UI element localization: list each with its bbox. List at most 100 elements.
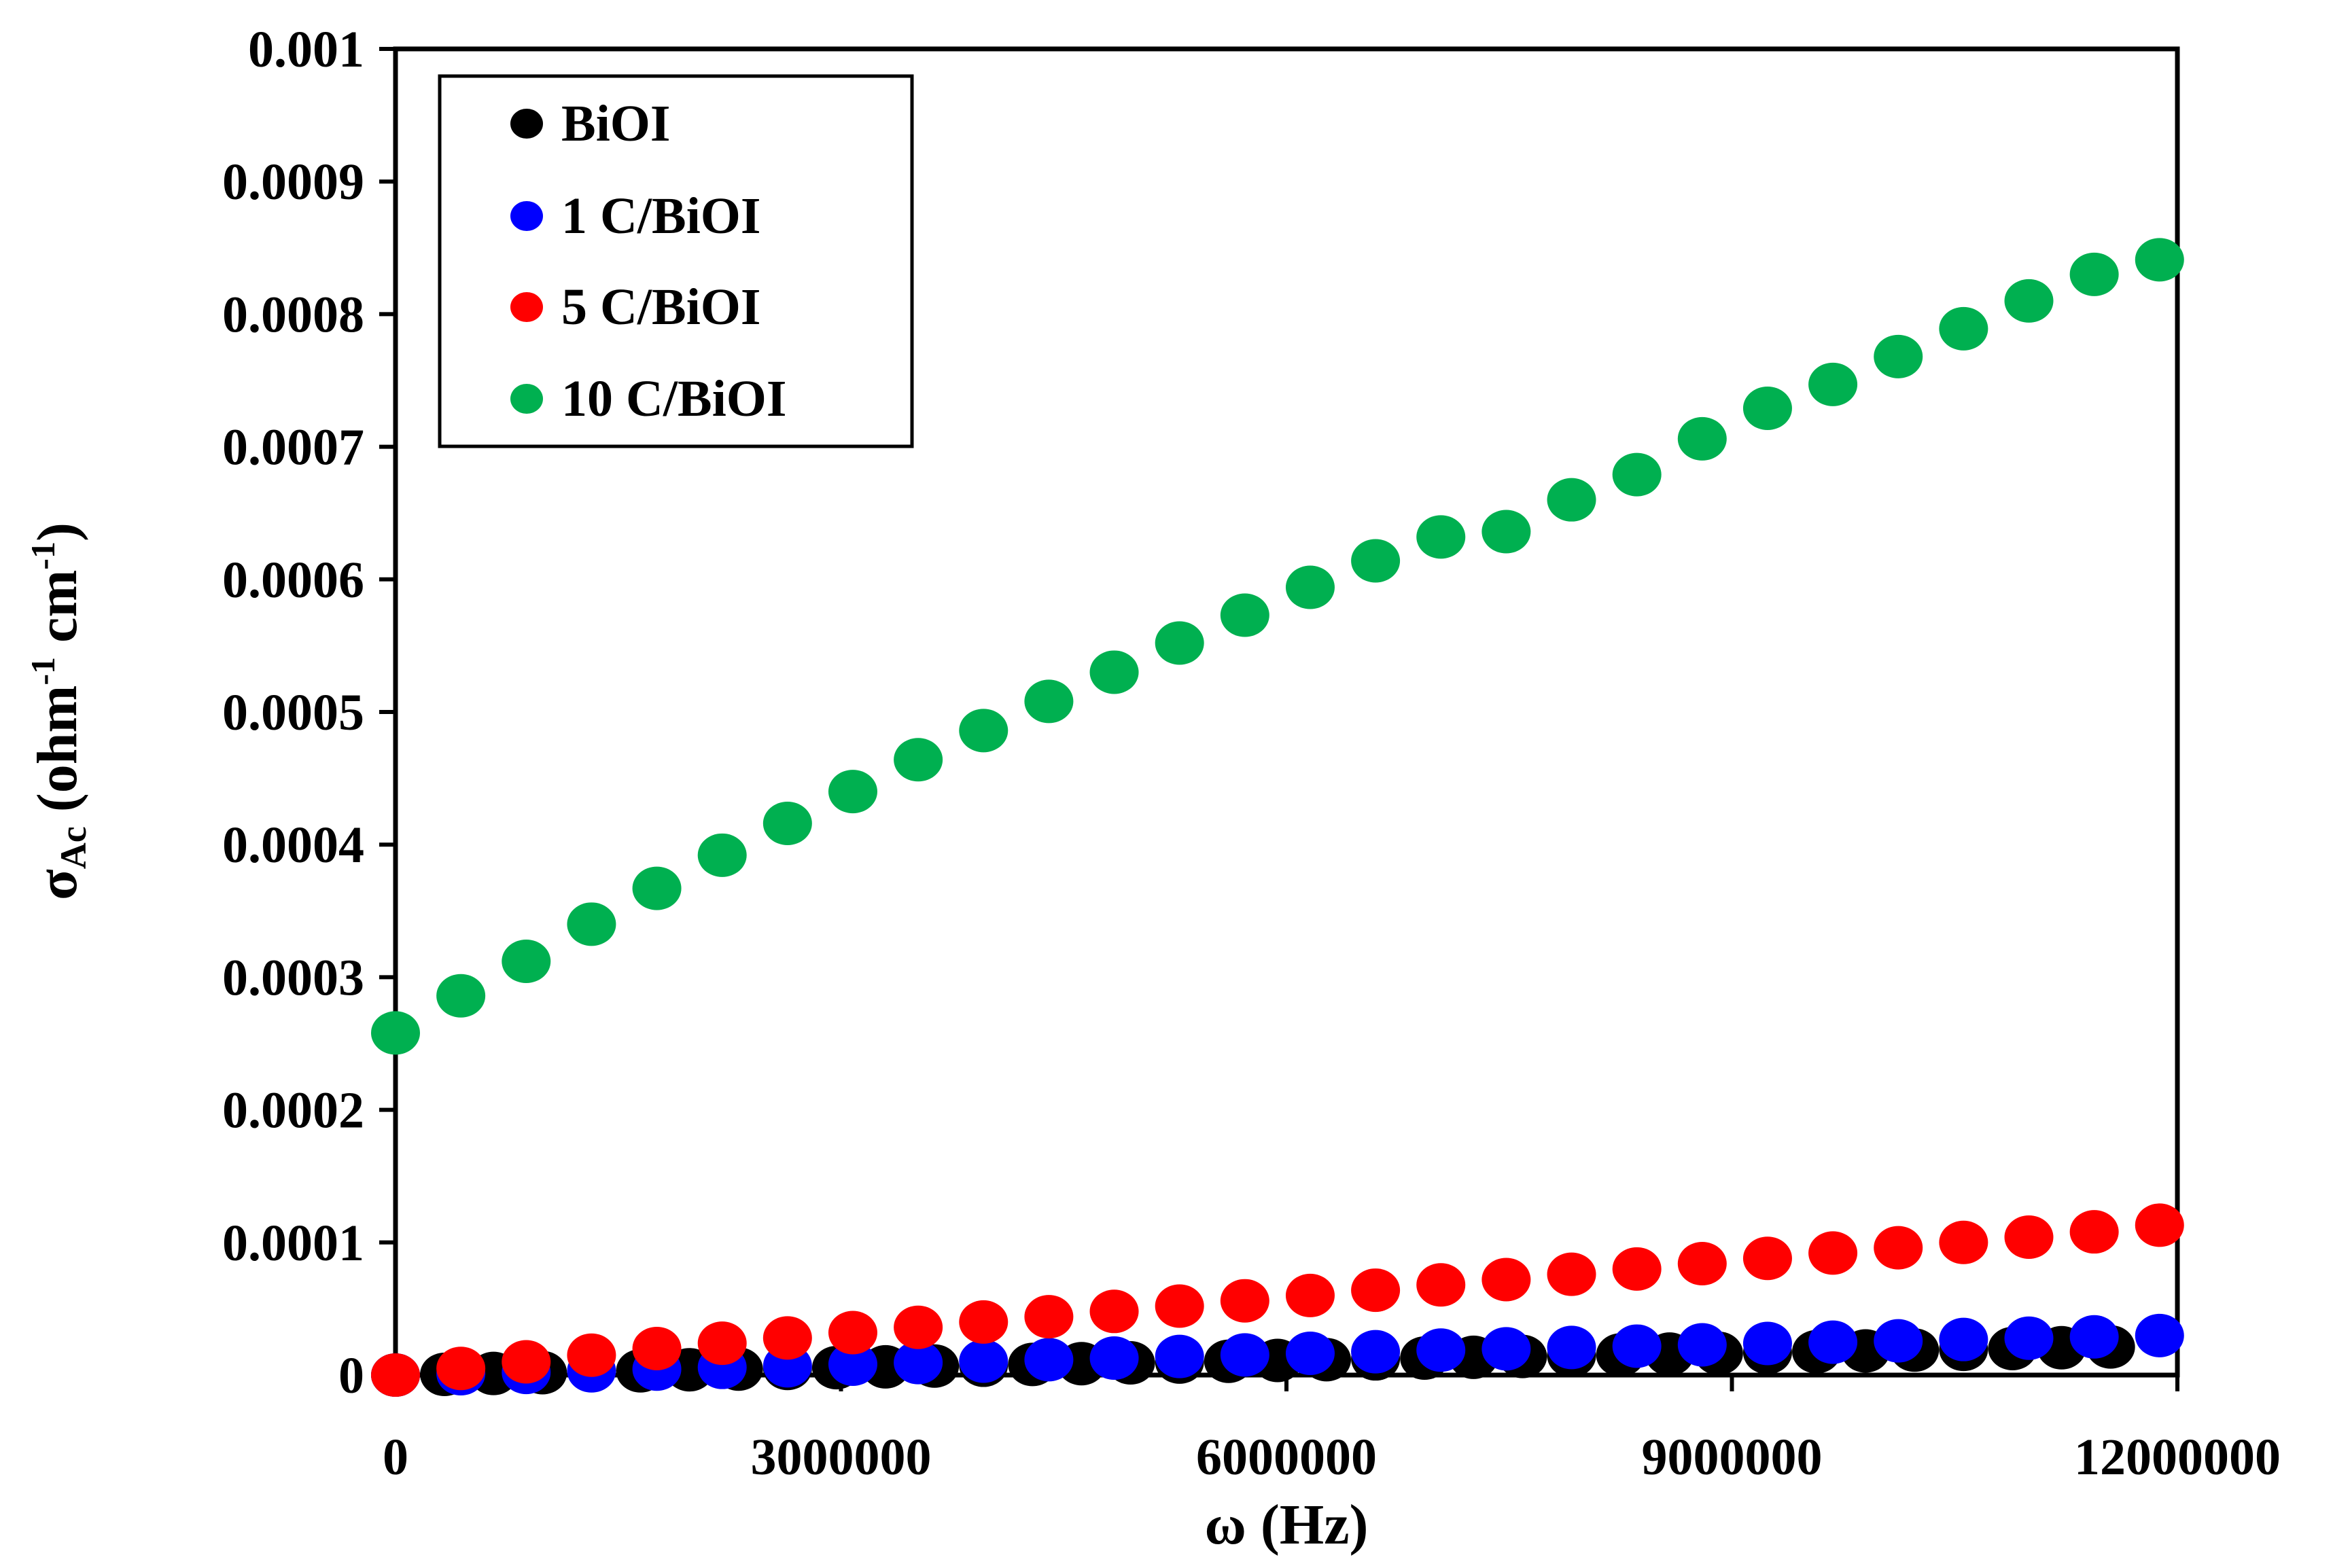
data-point (632, 1326, 682, 1370)
x-tick-label: 3000000 (751, 1429, 932, 1486)
data-point (828, 770, 877, 814)
data-point (1742, 1321, 1792, 1366)
data-point (1351, 1330, 1401, 1374)
data-point (1089, 1289, 1139, 1334)
data-point (632, 866, 682, 910)
legend-marker-5c-biOI (510, 292, 543, 322)
data-point (371, 1353, 420, 1397)
legend-label-biOI: BiOI (561, 95, 671, 152)
y-axis-title-exponent-2: -1 (24, 541, 62, 570)
data-point (1808, 1320, 1858, 1364)
data-point (2069, 1315, 2119, 1359)
legend: BiOI 1 C/BiOI 5 C/BiOI 10 C/BiOI (438, 74, 914, 448)
x-tick-label: 9000000 (1642, 1429, 1823, 1486)
legend-label-1c-biOI: 1 C/BiOI (561, 188, 761, 245)
data-point (2069, 1210, 2119, 1254)
legend-label-5c-biOI: 5 C/BiOI (561, 279, 761, 336)
y-tick-label: 0.0001 (222, 1215, 364, 1272)
y-axis-title-close: ) (26, 522, 89, 541)
data-point (2135, 238, 2184, 282)
series-10-c-bioi (371, 238, 2184, 1055)
x-axis-tick-labels: 0 3000000 6000000 9000000 12000000 (383, 1429, 2281, 1486)
data-point (371, 1011, 420, 1055)
data-point (1285, 565, 1335, 609)
data-point (1677, 1323, 1727, 1367)
data-point (1939, 1220, 1988, 1264)
data-point (1677, 416, 1727, 461)
y-tick-label: 0.0009 (222, 154, 364, 211)
data-point (1089, 1336, 1139, 1380)
data-point (436, 974, 486, 1018)
data-point (959, 1300, 1009, 1344)
data-point (1547, 1325, 1596, 1370)
data-point (762, 1316, 812, 1360)
x-tick-label: 12000000 (2074, 1429, 2281, 1486)
data-point (502, 1340, 551, 1384)
data-point (1939, 1317, 1988, 1361)
data-point (1024, 679, 1074, 724)
series-5-c-bioi (371, 1203, 2184, 1397)
data-point (1612, 1247, 1662, 1291)
y-tick-label: 0.0008 (222, 286, 364, 343)
data-point (959, 709, 1009, 753)
data-point (1481, 510, 1531, 554)
data-point (1481, 1258, 1531, 1302)
data-point (2135, 1313, 2184, 1357)
legend-box (438, 74, 914, 448)
data-point (1416, 1328, 1466, 1372)
data-point (828, 1311, 877, 1355)
y-axis-title-symbol: σ (26, 869, 89, 900)
data-point (1416, 1263, 1466, 1307)
x-axis-title: ω (Hz) (1205, 1493, 1369, 1556)
data-point (1024, 1295, 1074, 1339)
y-tick-label: 0.0004 (222, 817, 364, 874)
data-point (2069, 252, 2119, 296)
data-point (2004, 279, 2054, 323)
data-point (1874, 1319, 1923, 1363)
y-tick-label: 0.001 (248, 21, 364, 78)
data-point (1547, 1252, 1596, 1296)
data-point (1089, 650, 1139, 694)
y-axis-title-subscript: Ac (53, 826, 94, 869)
data-point (1808, 1231, 1858, 1275)
data-point (436, 1347, 486, 1391)
legend-marker-10c-biOI (510, 384, 543, 414)
y-tick-label: 0.0003 (222, 949, 364, 1006)
legend-marker-biOI (510, 109, 543, 139)
data-point (1481, 1327, 1531, 1371)
data-point (1416, 515, 1466, 559)
data-point (1220, 593, 1269, 637)
data-point (1874, 1226, 1923, 1270)
y-tick-label: 0.0006 (222, 552, 364, 609)
data-point (1285, 1273, 1335, 1317)
data-point (1742, 386, 1792, 430)
y-tick-label: 0.0007 (222, 419, 364, 476)
data-point (894, 1305, 943, 1349)
data-point (1220, 1279, 1269, 1323)
data-point (1612, 1324, 1662, 1368)
legend-marker-1c-biOI (510, 201, 543, 231)
data-point (1351, 539, 1401, 583)
x-tick-label: 6000000 (1196, 1429, 1377, 1486)
y-tick-label: 0 (338, 1347, 364, 1404)
data-point (1024, 1338, 1074, 1382)
data-point (1285, 1331, 1335, 1375)
data-point (1155, 621, 1204, 665)
data-point (502, 939, 551, 983)
data-point (2135, 1203, 2184, 1247)
data-point (1155, 1334, 1204, 1378)
data-point (567, 1333, 616, 1377)
data-point (1808, 362, 1858, 406)
data-point (1874, 334, 1923, 378)
legend-label-10c-biOI: 10 C/BiOI (561, 370, 787, 427)
data-point (2004, 1215, 2054, 1259)
data-point (1612, 452, 1662, 497)
data-point (762, 801, 812, 845)
data-point (1220, 1333, 1269, 1377)
data-point (1351, 1268, 1401, 1313)
data-point (1677, 1242, 1727, 1286)
y-axis-title-mid: cm (26, 570, 89, 657)
data-point (567, 902, 616, 946)
data-point (1742, 1236, 1792, 1281)
y-tick-label: 0.0002 (222, 1082, 364, 1139)
